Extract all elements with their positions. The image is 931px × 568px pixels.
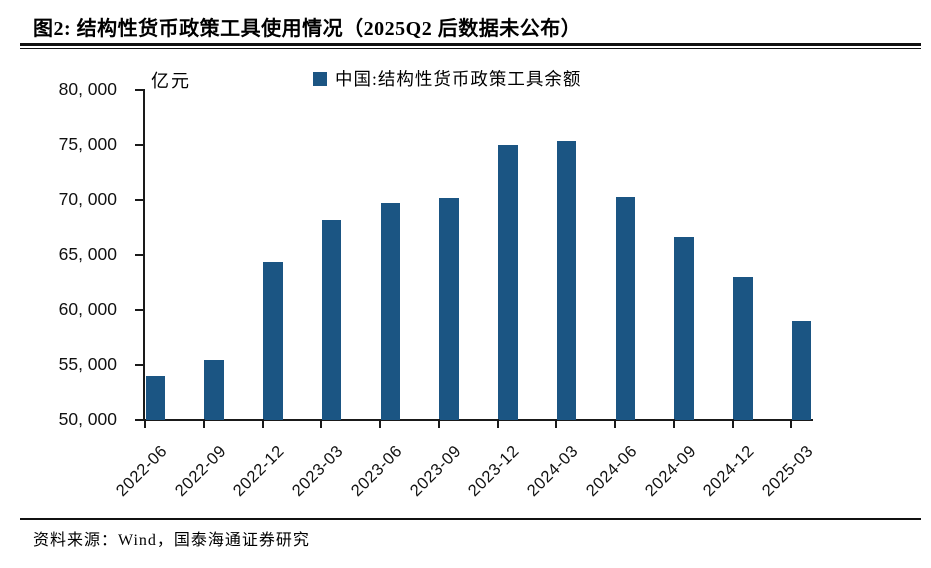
legend: 中国:结构性货币政策工具余额 <box>313 66 581 91</box>
x-axis-tick <box>261 419 264 428</box>
x-axis-label: 2022-12 <box>230 442 289 501</box>
title-divider-thick <box>20 43 921 46</box>
x-axis <box>142 419 813 422</box>
x-axis-label: 2022-06 <box>112 442 171 501</box>
legend-swatch-icon <box>313 71 327 86</box>
y-axis-label: 55, 000 <box>58 354 117 374</box>
x-axis-tick <box>790 419 793 428</box>
source-note: 资料来源：Wind，国泰海通证券研究 <box>33 532 310 549</box>
bar <box>439 197 459 420</box>
bar <box>615 196 635 420</box>
bar <box>674 237 694 420</box>
x-axis-label: 2023-09 <box>406 442 465 501</box>
x-axis-tick <box>731 419 734 428</box>
bar <box>380 203 400 420</box>
x-axis-label: 2024-06 <box>582 442 641 501</box>
figure-title: 图2: 结构性货币政策工具使用情况（2025Q2 后数据未公布） <box>33 18 582 40</box>
y-axis-tick <box>135 144 143 146</box>
bar <box>321 219 342 420</box>
y-axis-label: 60, 000 <box>58 299 117 319</box>
x-axis-tick <box>202 419 205 428</box>
bar <box>498 145 518 420</box>
title-divider-thin <box>20 48 921 49</box>
x-axis-tick <box>144 419 146 428</box>
legend-label: 中国:结构性货币政策工具余额 <box>335 69 582 89</box>
y-axis-tick <box>135 364 143 366</box>
y-axis <box>142 89 145 421</box>
x-axis-tick <box>672 419 675 428</box>
footer-divider <box>20 518 921 521</box>
x-axis-tick <box>437 419 440 428</box>
y-axis-label: 50, 000 <box>58 409 117 429</box>
x-axis-tick <box>496 419 499 428</box>
bar <box>733 277 753 420</box>
bar <box>556 140 577 420</box>
x-axis-label: 2025-03 <box>758 442 817 501</box>
bar <box>791 321 812 420</box>
y-axis-tick <box>135 199 143 201</box>
x-axis-tick <box>555 419 558 428</box>
x-axis-label: 2024-03 <box>523 442 582 501</box>
y-axis-label: 80, 000 <box>58 79 117 99</box>
y-axis-label: 75, 000 <box>58 134 117 154</box>
x-axis-label: 2022-09 <box>171 442 230 501</box>
x-axis-label: 2023-03 <box>288 442 347 501</box>
bar <box>263 261 283 420</box>
x-axis-tick <box>614 419 616 428</box>
y-axis-tick <box>135 89 143 91</box>
y-axis-tick <box>135 254 143 256</box>
y-axis-unit-label: 亿元 <box>151 71 191 91</box>
x-axis-label: 2023-12 <box>465 442 524 501</box>
x-axis-tick <box>379 419 381 428</box>
x-axis-label: 2024-12 <box>700 442 759 501</box>
y-axis-label: 70, 000 <box>58 189 117 209</box>
y-axis-label: 65, 000 <box>58 244 117 264</box>
x-axis-label: 2024-09 <box>641 442 700 501</box>
bar <box>204 359 224 420</box>
bar <box>145 376 165 420</box>
x-axis-label: 2023-06 <box>347 442 406 501</box>
x-axis-tick <box>320 419 323 428</box>
y-axis-tick <box>135 419 143 421</box>
y-axis-tick <box>135 309 143 311</box>
